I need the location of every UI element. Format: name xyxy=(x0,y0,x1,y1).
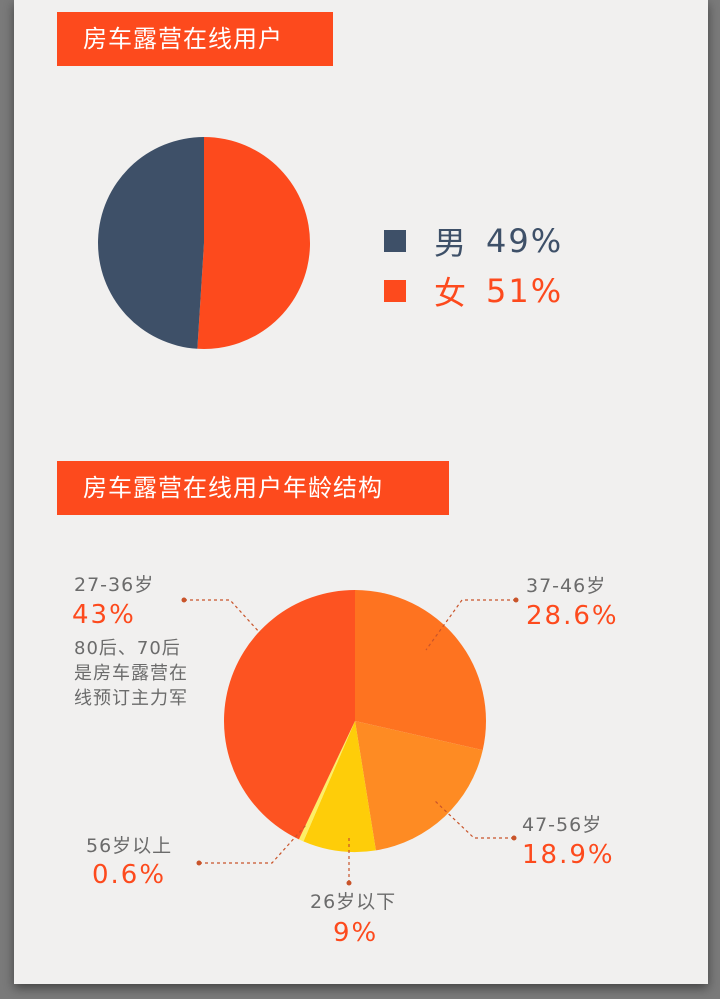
label-47-56-age: 47-56岁 xyxy=(522,814,603,836)
annotation-line-1: 80后、70后 xyxy=(74,638,181,659)
label-56-above-age: 56岁以上 xyxy=(86,835,173,857)
annotation-line-2: 是房车露营在 xyxy=(74,663,188,684)
section-title-age: 房车露营在线用户年龄结构 xyxy=(57,461,449,515)
pie-slice-56-above xyxy=(298,721,355,842)
annotation-line-3: 线预订主力军 xyxy=(74,688,188,709)
age-annotation: 80后、70后 是房车露营在 线预订主力军 xyxy=(74,636,188,711)
legend-female-label: 女 xyxy=(434,274,469,312)
label-47-56-pct: 18.9% xyxy=(522,840,615,870)
leader-47-56-dot xyxy=(511,835,517,841)
leader-47-56 xyxy=(433,799,514,839)
legend-male: 男 49% xyxy=(384,218,563,264)
pie-slice-37-46 xyxy=(355,590,487,751)
legend-female: 女 51% xyxy=(384,268,563,314)
legend-male-swatch xyxy=(384,230,406,252)
label-27-36-pct: 43% xyxy=(72,600,136,630)
pie-slice-female xyxy=(197,137,311,349)
legend-male-label: 男 xyxy=(434,224,469,262)
pie-slice-male xyxy=(98,137,204,349)
label-26-below-age: 26岁以下 xyxy=(310,891,397,913)
pie-slice-47-56 xyxy=(355,721,483,851)
leader-37-46 xyxy=(425,599,516,651)
legend-male-value: 49% xyxy=(486,222,564,260)
pie-slice-27-36 xyxy=(223,590,355,840)
legend-female-value: 51% xyxy=(486,272,564,310)
leader-56-above xyxy=(199,824,307,864)
label-26-below-pct: 9% xyxy=(333,918,379,948)
pie-slice-26-below xyxy=(303,721,376,853)
section-title-users: 房车露营在线用户 xyxy=(57,12,333,66)
gender-pie-chart xyxy=(98,137,519,886)
label-37-46-age: 37-46岁 xyxy=(526,575,607,597)
legend-female-swatch xyxy=(384,280,406,302)
label-27-36-age: 27-36岁 xyxy=(74,574,155,596)
infographic-card: 房车露营在线用户 男 49% 女 51% 房车露营在线用户年龄结构 27-36岁… xyxy=(14,0,708,984)
leader-27-36-dot xyxy=(181,597,187,603)
leader-27-36 xyxy=(184,599,261,634)
leader-26-below-dot xyxy=(346,880,352,886)
leader-37-46-dot xyxy=(513,597,519,603)
leader-56-above-dot xyxy=(196,860,202,866)
label-56-above-pct: 0.6% xyxy=(92,860,167,890)
label-37-46-pct: 28.6% xyxy=(526,601,619,631)
